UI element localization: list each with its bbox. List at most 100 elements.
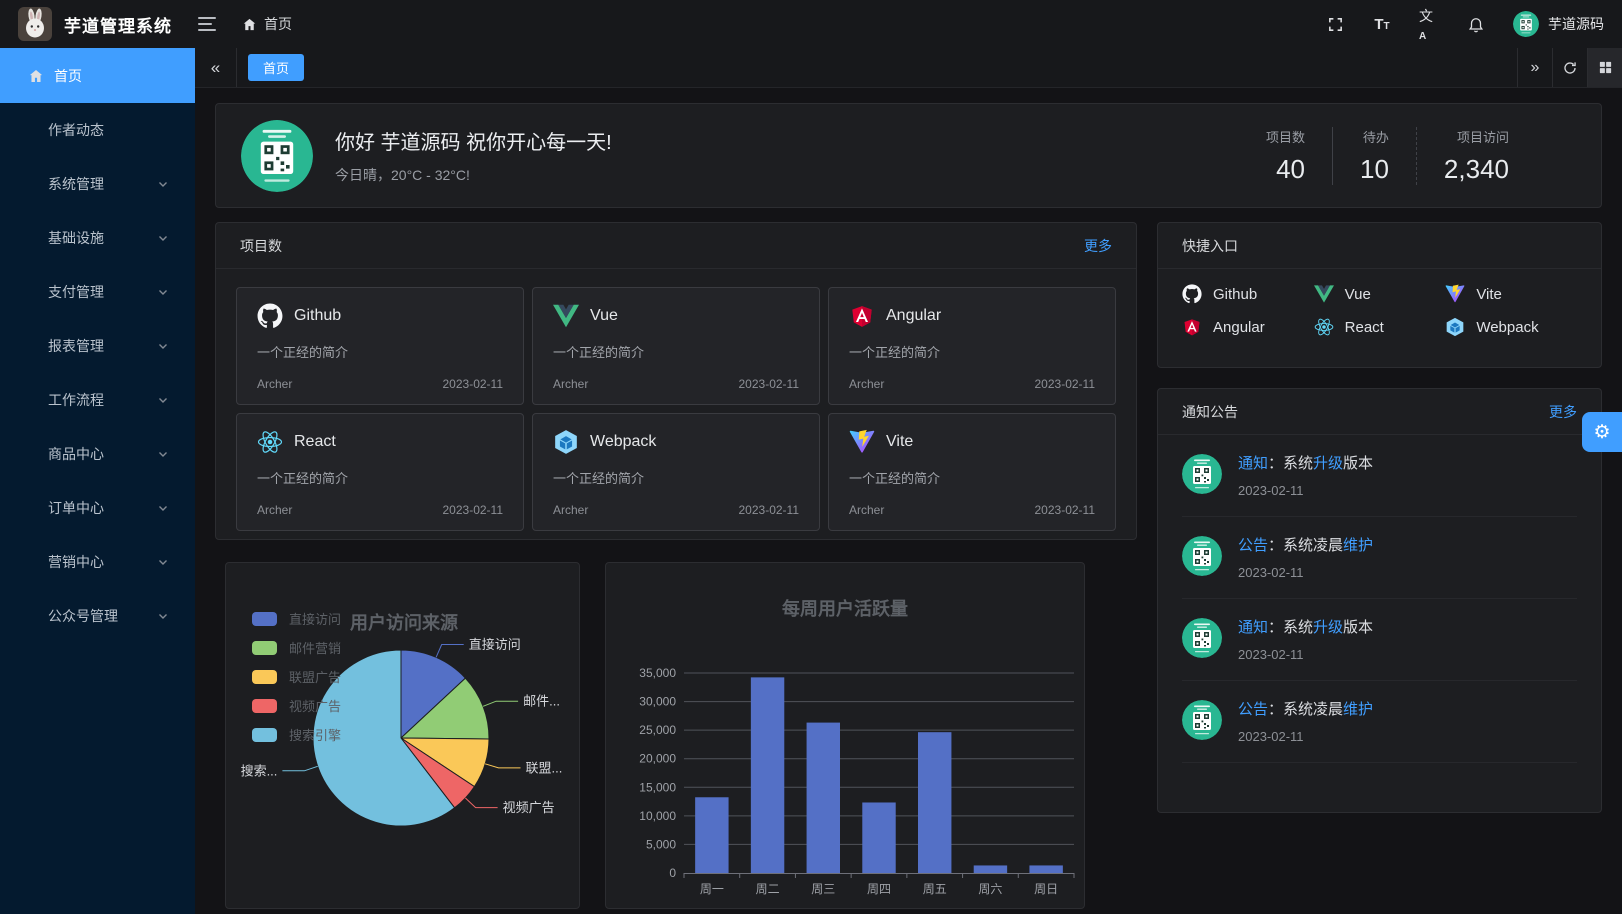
pie-chart-title: 用户访问来源 (350, 613, 458, 633)
menu-collapse-icon[interactable] (198, 14, 218, 34)
project-date: 2023-02-11 (442, 503, 504, 517)
stat-label: 项目访问 (1456, 129, 1509, 145)
shortcut-vite[interactable]: Vite (1445, 284, 1577, 304)
sidebar-item-infra[interactable]: 基础设施 (0, 211, 195, 265)
svg-text:邮件...: 邮件... (523, 694, 560, 709)
github-icon (257, 303, 283, 329)
project-author: Archer (553, 377, 589, 391)
notice-item[interactable]: 公告：系统凌晨维护 2023-02-11 (1182, 681, 1577, 763)
sidebar-item-wechat[interactable]: 公众号管理 (0, 589, 195, 643)
react-icon (1314, 317, 1334, 337)
notice-title: 公告：系统凌晨维护 (1238, 701, 1374, 718)
svg-text:0: 0 (669, 866, 676, 880)
svg-text:周四: 周四 (867, 882, 891, 896)
project-name: Github (294, 307, 342, 324)
project-card-vite[interactable]: Vite 一个正经的简介 Archer 2023-02-11 (828, 413, 1116, 531)
translate-icon[interactable]: 文A (1419, 8, 1433, 42)
chevron-down-icon (157, 448, 169, 460)
stat-value: 40 (1276, 153, 1305, 184)
fullscreen-icon[interactable] (1325, 14, 1345, 34)
settings-gear-icon[interactable]: ⚙ (1582, 412, 1622, 452)
breadcrumb[interactable]: 首页 (242, 14, 292, 34)
sidebar-item-workflow[interactable]: 工作流程 (0, 373, 195, 427)
sidebar-item-report[interactable]: 报表管理 (0, 319, 195, 373)
notices-more-link[interactable]: 更多 (1549, 403, 1577, 420)
project-name: Vite (886, 433, 914, 450)
shortcut-github[interactable]: Github (1182, 284, 1314, 304)
collapse-tabs-left-icon[interactable]: « (195, 48, 237, 87)
projects-more-link[interactable]: 更多 (1084, 237, 1112, 254)
svg-text:35,000: 35,000 (639, 666, 676, 680)
shortcuts-header: 快捷入口 (1182, 237, 1238, 254)
legend-label: 直接访问 (289, 612, 342, 627)
svg-text:30,000: 30,000 (639, 695, 676, 709)
sidebar-item-home-active[interactable]: 首页 (0, 48, 195, 103)
topbar: 芋道管理系统 首页 TT 文A 芋道源码 (0, 0, 1622, 48)
legend-label: 搜索引擎 (289, 728, 342, 743)
sidebar-item-label: 工作流程 (48, 392, 104, 408)
legend-item[interactable]: 视频广告 (252, 696, 341, 715)
project-author: Archer (257, 377, 293, 391)
grid-icon[interactable] (1587, 48, 1622, 87)
svg-text:搜索...: 搜索... (241, 763, 278, 778)
shortcuts-grid: Github Vue Vite Angular React Webpack (1158, 269, 1601, 352)
app-logo-rabbit (18, 7, 52, 41)
sidebar-item-pay[interactable]: 支付管理 (0, 265, 195, 319)
shortcut-label: React (1344, 318, 1384, 336)
font-size-icon[interactable]: TT (1374, 15, 1390, 33)
sidebar-item-system[interactable]: 系统管理 (0, 157, 195, 211)
bell-icon[interactable] (1466, 14, 1486, 34)
user-name: 芋道源码 (1548, 16, 1604, 32)
legend-label: 邮件营销 (289, 641, 342, 656)
project-desc: 一个正经的简介 (553, 471, 645, 486)
legend-item[interactable]: 邮件营销 (252, 638, 341, 657)
project-name: Vue (590, 307, 618, 324)
legend-item[interactable]: 搜索引擎 (252, 725, 341, 744)
shortcut-angular[interactable]: Angular (1182, 317, 1314, 337)
legend-item[interactable]: 直接访问 (252, 609, 341, 628)
welcome-card: 你好 芋道源码 祝你开心每一天! 今日晴，20°C - 32°C! 项目数 40… (215, 103, 1602, 208)
welcome-title: 你好 芋道源码 祝你开心每一天! (335, 132, 612, 154)
legend-label: 视频广告 (289, 699, 342, 714)
vite-icon (1445, 284, 1465, 304)
legend-swatch (252, 640, 277, 655)
sidebar-item-author-news[interactable]: 作者动态 (0, 103, 195, 157)
shortcut-webpack[interactable]: Webpack (1445, 317, 1577, 337)
breadcrumb-label: 首页 (264, 16, 292, 32)
sidebar-item-label: 基础设施 (48, 230, 104, 246)
tab-bar: « 首页 » (195, 48, 1622, 88)
sidebar-item-product[interactable]: 商品中心 (0, 427, 195, 481)
project-card-webpack[interactable]: Webpack 一个正经的简介 Archer 2023-02-11 (532, 413, 820, 531)
sidebar-item-order[interactable]: 订单中心 (0, 481, 195, 535)
project-card-vue[interactable]: Vue 一个正经的简介 Archer 2023-02-11 (532, 287, 820, 405)
svg-text:5,000: 5,000 (646, 837, 676, 851)
webpack-icon (553, 429, 579, 455)
project-card-angular[interactable]: Angular 一个正经的简介 Archer 2023-02-11 (828, 287, 1116, 405)
tab-home[interactable]: 首页 (248, 54, 305, 81)
legend-item[interactable]: 联盟广告 (252, 667, 341, 686)
notice-title: 公告：系统凌晨维护 (1238, 537, 1374, 554)
legend-swatch (252, 727, 277, 742)
notice-item[interactable]: 公告：系统凌晨维护 2023-02-11 (1182, 517, 1577, 599)
legend-swatch (252, 611, 277, 626)
notice-item[interactable]: 通知：系统升级版本 2023-02-11 (1182, 435, 1577, 517)
chevron-down-icon (157, 502, 169, 514)
stats: 项目数 40 待办 10 项目访问 2,340 (1239, 126, 1576, 185)
project-card-github[interactable]: Github 一个正经的简介 Archer 2023-02-11 (236, 287, 524, 405)
shortcut-react[interactable]: React (1314, 317, 1446, 337)
chevrons-right-icon[interactable]: » (1517, 48, 1552, 87)
chevron-down-icon (157, 178, 169, 190)
tab-controls: » (1517, 48, 1622, 87)
sidebar-item-marketing[interactable]: 营销中心 (0, 535, 195, 589)
shortcut-vue[interactable]: Vue (1313, 284, 1446, 304)
github-icon (1182, 284, 1202, 304)
project-card-react[interactable]: React 一个正经的简介 Archer 2023-02-11 (236, 413, 524, 531)
project-date: 2023-02-11 (738, 503, 800, 517)
svg-text:20,000: 20,000 (639, 752, 676, 766)
svg-text:25,000: 25,000 (639, 723, 676, 737)
notice-date: 2023-02-11 (1238, 647, 1304, 662)
user-menu[interactable]: 芋道源码 (1513, 11, 1604, 37)
project-desc: 一个正经的简介 (257, 471, 349, 486)
refresh-icon[interactable] (1552, 48, 1587, 87)
notice-item[interactable]: 通知：系统升级版本 2023-02-11 (1182, 599, 1577, 681)
